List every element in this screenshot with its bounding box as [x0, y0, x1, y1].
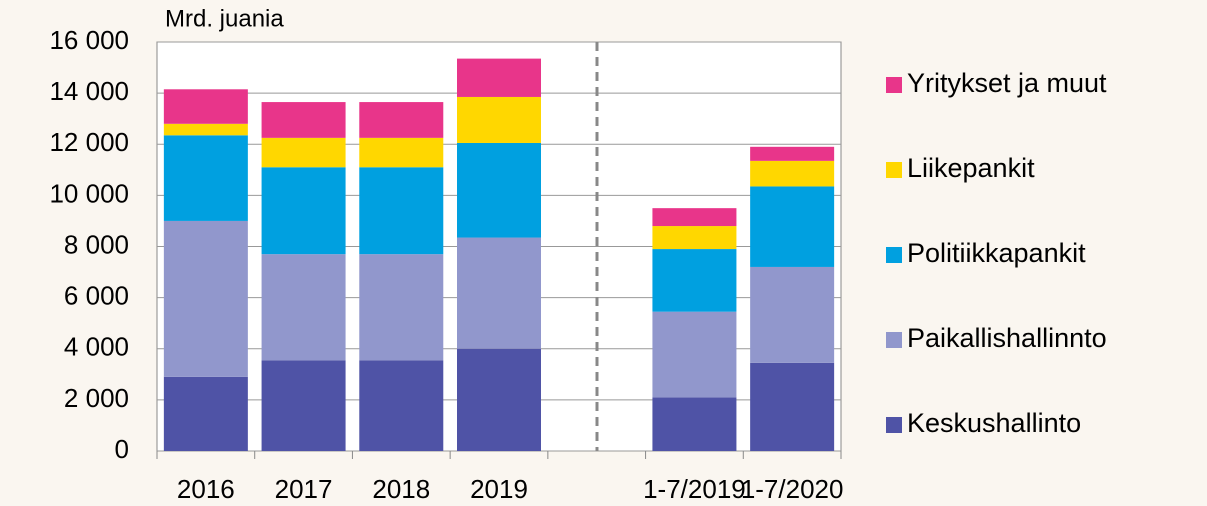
- bar-segment: [359, 137, 444, 168]
- y-tick-label: 4 000: [64, 332, 129, 362]
- bar-segment: [652, 311, 737, 398]
- bar-segment: [359, 254, 444, 361]
- bar-segment: [457, 348, 541, 451]
- y-tick-label: 2 000: [64, 383, 129, 413]
- y-tick-label: 6 000: [64, 281, 129, 311]
- bar-segment: [261, 360, 346, 451]
- bar-segment: [359, 167, 444, 255]
- bar-segment: [261, 167, 346, 255]
- y-axis-label: Mrd. juania: [165, 5, 284, 32]
- y-tick-label: 12 000: [49, 127, 129, 157]
- bar-segment: [652, 397, 737, 451]
- x-tick-label: 2019: [470, 474, 528, 504]
- legend-label: Liikepankit: [907, 153, 1035, 183]
- x-tick-label: 2016: [177, 474, 235, 504]
- bar-segment: [457, 58, 541, 97]
- legend-swatch: [886, 77, 902, 93]
- y-tick-label: 10 000: [49, 178, 129, 208]
- x-tick-label: 2018: [372, 474, 430, 504]
- bar-segment: [457, 142, 541, 238]
- legend-label: Paikallishallinnto: [907, 323, 1107, 353]
- x-tick-label: 1-7/2020: [741, 474, 844, 504]
- legend-label: Politiikkapankit: [907, 238, 1086, 268]
- bar-segment: [261, 137, 346, 168]
- bar-segment: [163, 123, 248, 136]
- legend-swatch: [886, 332, 902, 348]
- bar-segment: [750, 186, 835, 267]
- bar-segment: [457, 96, 541, 143]
- bar-segment: [163, 89, 248, 124]
- x-tick-label: 1-7/2019: [643, 474, 746, 504]
- legend-label: Keskushallinto: [907, 408, 1081, 438]
- bar-segment: [163, 220, 248, 377]
- bar-segment: [652, 208, 737, 227]
- bar-segment: [261, 102, 346, 138]
- legend-label: Yritykset ja muut: [907, 68, 1107, 98]
- x-tick-label: 2017: [275, 474, 333, 504]
- legend-swatch: [886, 247, 902, 263]
- y-tick-label: 14 000: [49, 76, 129, 106]
- bar-segment: [457, 237, 541, 349]
- y-tick-label: 0: [115, 434, 129, 464]
- legend-swatch: [886, 417, 902, 433]
- bar-segment: [750, 160, 835, 187]
- bar-segment: [652, 226, 737, 250]
- bar-segment: [750, 362, 835, 451]
- legend-swatch: [886, 162, 902, 178]
- bar-segment: [359, 360, 444, 451]
- bar-segment: [261, 254, 346, 361]
- bar-segment: [359, 102, 444, 138]
- bar-segment: [163, 135, 248, 221]
- y-tick-label: 8 000: [64, 229, 129, 259]
- bar-segment: [750, 266, 835, 363]
- bar-segment: [163, 376, 248, 451]
- y-tick-label: 16 000: [49, 25, 129, 55]
- bar-segment: [750, 146, 835, 161]
- bar-segment: [652, 249, 737, 312]
